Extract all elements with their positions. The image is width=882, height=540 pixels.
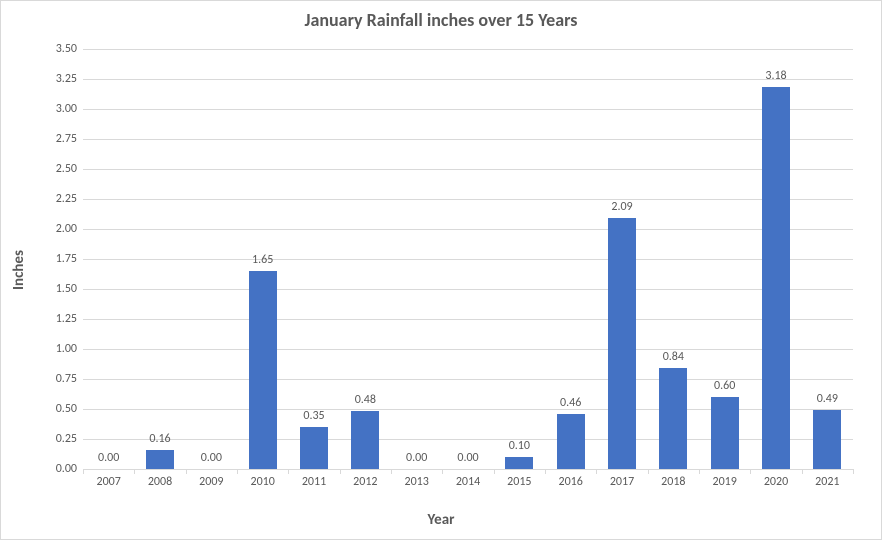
y-tick-label: 1.50 (56, 282, 77, 296)
x-tick-label: 2013 (404, 475, 428, 489)
chart-title: January Rainfall inches over 15 Years (1, 9, 881, 31)
y-tick-label: 2.50 (56, 162, 77, 176)
y-tick-label: 3.00 (56, 102, 77, 116)
bar (762, 87, 790, 469)
grid-line (83, 49, 853, 50)
x-tick-mark (391, 469, 392, 474)
data-label: 0.16 (149, 432, 170, 446)
x-tick-mark (699, 469, 700, 474)
data-label: 0.00 (98, 451, 119, 465)
bar (249, 271, 277, 469)
data-label: 0.35 (303, 409, 324, 423)
x-tick-mark (186, 469, 187, 474)
y-tick-label: 1.25 (56, 312, 77, 326)
y-tick-label: 1.75 (56, 252, 77, 266)
x-axis-line (83, 469, 853, 470)
bar (146, 450, 174, 469)
grid-line (83, 349, 853, 350)
data-label: 0.60 (714, 379, 735, 393)
x-tick-mark (596, 469, 597, 474)
grid-line (83, 379, 853, 380)
chart-container: January Rainfall inches over 15 Years In… (0, 0, 882, 540)
data-label: 0.00 (457, 451, 478, 465)
y-tick-label: 2.75 (56, 132, 77, 146)
grid-line (83, 109, 853, 110)
x-tick-mark (288, 469, 289, 474)
x-tick-label: 2007 (96, 475, 120, 489)
grid-line (83, 139, 853, 140)
data-label: 0.48 (355, 393, 376, 407)
y-tick-label: 2.00 (56, 222, 77, 236)
data-label: 0.00 (406, 451, 427, 465)
grid-line (83, 169, 853, 170)
y-tick-label: 0.25 (56, 432, 77, 446)
bar (300, 427, 328, 469)
bar (608, 218, 636, 469)
x-tick-label: 2018 (661, 475, 685, 489)
bar (351, 411, 379, 469)
x-tick-label: 2011 (302, 475, 326, 489)
x-tick-label: 2017 (610, 475, 634, 489)
data-label: 0.84 (663, 350, 684, 364)
x-axis-title: Year (1, 511, 881, 529)
y-tick-label: 3.50 (56, 42, 77, 56)
x-tick-label: 2021 (815, 475, 839, 489)
x-tick-label: 2015 (507, 475, 531, 489)
x-tick-mark (750, 469, 751, 474)
x-tick-label: 2020 (764, 475, 788, 489)
x-tick-mark (442, 469, 443, 474)
bar (505, 457, 533, 469)
x-tick-label: 2010 (250, 475, 274, 489)
bar (813, 410, 841, 469)
bar (557, 414, 585, 469)
grid-line (83, 259, 853, 260)
plot-area: 0.000.250.500.751.001.251.501.752.002.25… (83, 49, 853, 469)
x-tick-mark (648, 469, 649, 474)
x-tick-label: 2009 (199, 475, 223, 489)
grid-line (83, 289, 853, 290)
y-tick-label: 2.25 (56, 192, 77, 206)
grid-line (83, 199, 853, 200)
y-axis-title: Inches (10, 250, 28, 290)
x-tick-mark (83, 469, 84, 474)
x-tick-label: 2008 (148, 475, 172, 489)
x-tick-mark (853, 469, 854, 474)
x-tick-label: 2014 (456, 475, 480, 489)
data-label: 0.00 (201, 451, 222, 465)
y-tick-label: 3.25 (56, 72, 77, 86)
x-tick-mark (340, 469, 341, 474)
x-tick-label: 2016 (558, 475, 582, 489)
data-label: 0.49 (817, 392, 838, 406)
data-label: 3.18 (765, 69, 786, 83)
data-label: 0.10 (509, 439, 530, 453)
x-tick-label: 2012 (353, 475, 377, 489)
bar (659, 368, 687, 469)
grid-line (83, 79, 853, 80)
y-tick-label: 0.50 (56, 402, 77, 416)
x-tick-mark (237, 469, 238, 474)
grid-line (83, 319, 853, 320)
bar (711, 397, 739, 469)
x-tick-label: 2019 (712, 475, 736, 489)
data-label: 2.09 (611, 200, 632, 214)
x-tick-mark (134, 469, 135, 474)
data-label: 1.65 (252, 253, 273, 267)
y-tick-label: 1.00 (56, 342, 77, 356)
grid-line (83, 229, 853, 230)
x-tick-mark (545, 469, 546, 474)
y-tick-label: 0.00 (56, 462, 77, 476)
x-tick-mark (494, 469, 495, 474)
y-tick-label: 0.75 (56, 372, 77, 386)
data-label: 0.46 (560, 396, 581, 410)
x-tick-mark (802, 469, 803, 474)
